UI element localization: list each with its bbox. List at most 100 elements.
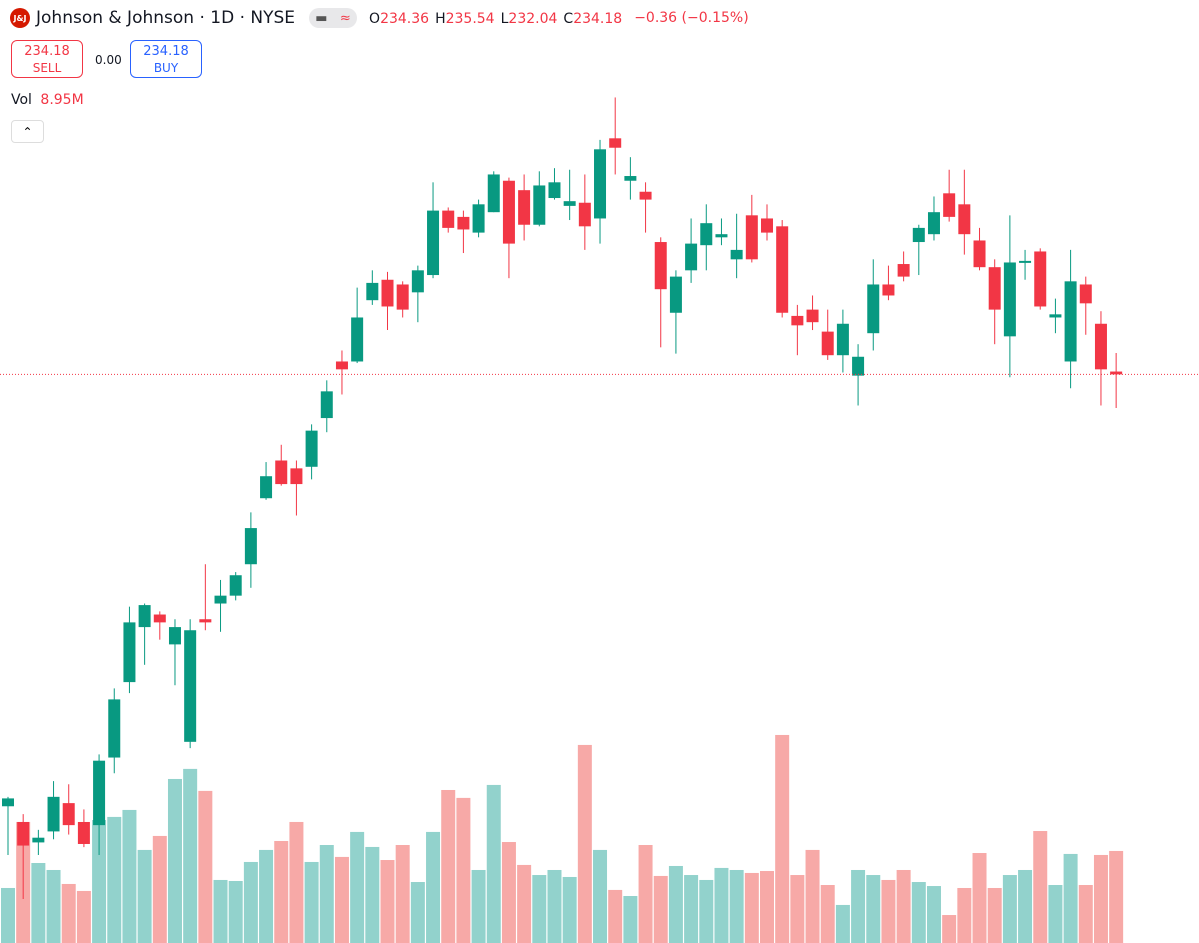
volume-bar [532,875,547,943]
candle-body [761,218,773,233]
candle-body [1034,251,1047,307]
candle-body [685,243,698,271]
toggle[interactable]: ▬ ≈ [309,8,358,28]
volume-bar [744,872,759,943]
candle-body [153,614,166,623]
ohlc-value: 235.54 [445,11,495,27]
volume-bar [805,849,820,943]
candle-body [184,630,197,742]
logo: J&J [10,8,30,28]
candle-body [730,249,743,260]
volume-bar [334,856,349,943]
volume-bar [790,875,805,943]
volume-bar [547,869,562,943]
volume-bar [380,860,395,943]
candle-body [867,284,880,334]
volume-bar [137,849,152,943]
ohlc-key: H [435,11,446,27]
volume-bar [684,875,699,943]
volume-bar [167,778,182,943]
candle-body [487,174,500,213]
volume-bar [304,861,319,943]
volume-value: 8.95M [40,92,84,108]
volume-bar [319,844,334,943]
sell-button[interactable]: 234.18 SELL [11,40,83,78]
candle-body [852,356,865,376]
candle-body [1094,323,1107,370]
volume-bar [593,849,608,943]
change: −0.36 (−0.15%) [634,10,749,26]
candle-body [943,193,956,217]
ohlc-key: O [369,11,381,27]
buy-button[interactable]: 234.18 BUY [130,40,202,78]
volume-bar [1048,885,1063,943]
volume-label: Vol [11,92,32,108]
candle-body [821,331,834,356]
volume-bar [107,816,122,943]
candle-body [1049,314,1062,318]
volume-bar [866,875,881,943]
sell-label: SELL [32,61,62,75]
candle-body [17,821,30,846]
volume-bar [972,853,987,943]
volume-bar [243,861,258,943]
volume-bar [183,768,198,943]
volume-bar [76,890,91,943]
candle-body [776,226,789,313]
volume-bar [1063,853,1078,943]
volume-bar [911,882,926,943]
candle-body [32,837,45,843]
volume-bar [1093,854,1108,943]
candle-body [988,267,1001,310]
volume-bar [638,844,653,943]
ohlc-value: 232.04 [508,11,558,27]
volume-bar [517,864,532,943]
ohlc-value: 234.18 [573,11,623,27]
volume-bar [881,879,896,943]
candle-body [1064,281,1077,362]
volume-bar [456,797,471,943]
volume-bar [92,820,107,943]
volume-bar [501,842,516,943]
volume-bar [289,821,304,943]
candle-body [260,476,273,499]
volume-bar [820,885,835,943]
volume-bar [46,869,61,943]
candle-body [275,460,288,485]
candle-body [745,215,758,260]
volume-bar [896,869,911,943]
candle-body [229,575,242,596]
volume-bar [562,876,577,943]
volume-bar [122,809,137,943]
buy-label: BUY [153,61,179,75]
volume-bar [851,869,866,943]
volume-bar [835,904,850,943]
candle-body [366,282,379,301]
volume-bar [426,831,441,943]
candle-body [1079,284,1092,304]
volume-bar [259,849,274,943]
volume-bar [957,887,972,943]
candle-body [472,204,485,233]
candle-body [442,210,455,228]
volume-legend: Vol 8.95M [11,92,84,108]
candle-body [897,264,910,277]
volume-bar [729,869,744,943]
volume-bar [653,875,668,943]
candle-body [912,227,925,243]
volume-bar [1,887,15,943]
symbol-title[interactable]: Johnson & Johnson · 1D · NYSE [36,8,296,28]
candle-body [700,223,713,246]
candle-body [502,180,515,244]
candle-body [594,149,607,219]
volume-bar [760,871,774,943]
candle-body [715,234,728,238]
volume-bar [152,835,167,943]
candle-body [548,182,561,199]
volume-bar [365,846,380,943]
volume-bar [213,879,228,943]
candle-body [518,190,531,225]
collapse-button[interactable]: ⌃ [11,120,44,143]
